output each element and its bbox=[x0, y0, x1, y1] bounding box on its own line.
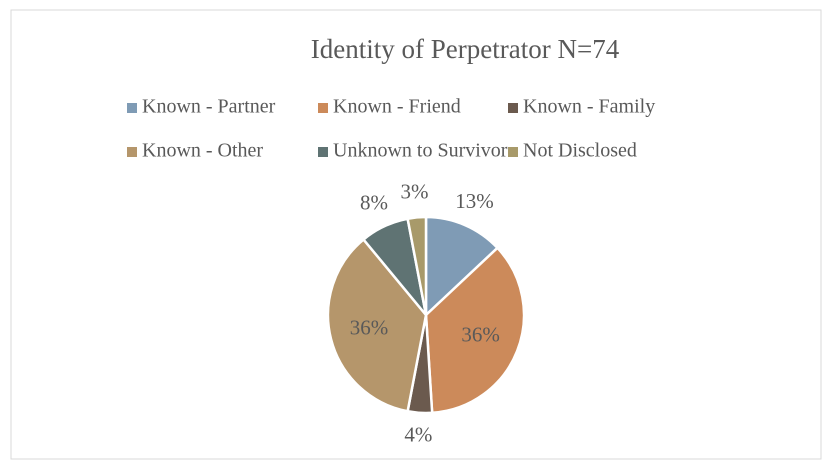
pie-slice bbox=[424, 215, 500, 318]
data-label: 36% bbox=[461, 322, 500, 346]
data-label: 4% bbox=[404, 423, 432, 447]
pie-slice bbox=[326, 237, 428, 413]
legend-swatch bbox=[318, 103, 328, 113]
legend-swatch bbox=[508, 103, 518, 113]
legend-swatch bbox=[127, 103, 137, 113]
legend-swatch bbox=[508, 147, 518, 157]
legend-label: Unknown to Survivor bbox=[333, 140, 508, 162]
legend-label: Not Disclosed bbox=[523, 140, 637, 162]
data-label: 3% bbox=[401, 179, 429, 203]
legend-label: Known - Friend bbox=[333, 96, 461, 118]
legend-swatch bbox=[318, 147, 328, 157]
legend-swatch bbox=[127, 147, 137, 157]
pie-slice bbox=[424, 246, 526, 415]
legend-label: Known - Partner bbox=[142, 96, 276, 118]
chart-title: Identity of Perpetrator N=74 bbox=[311, 34, 620, 64]
legend-label: Known - Other bbox=[142, 140, 263, 162]
pie-slice bbox=[406, 215, 428, 316]
data-label: 13% bbox=[455, 189, 494, 213]
legend-label: Known - Family bbox=[523, 96, 655, 118]
data-label: 36% bbox=[350, 315, 389, 339]
data-label: 8% bbox=[360, 190, 388, 214]
